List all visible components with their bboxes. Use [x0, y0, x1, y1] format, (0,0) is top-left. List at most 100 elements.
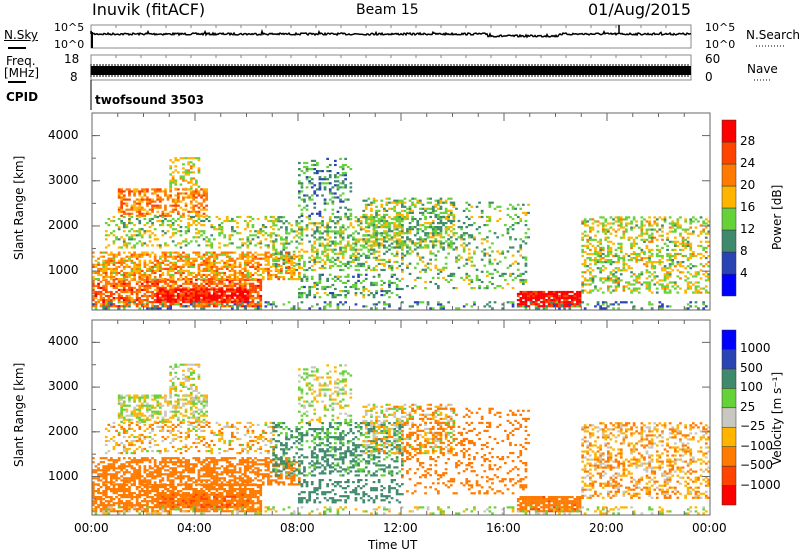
echo-cell	[228, 257, 232, 260]
echo-cell	[339, 234, 342, 237]
echo-cell	[267, 257, 270, 260]
echo-cell	[625, 224, 628, 227]
echo-cell	[385, 201, 389, 204]
echo-cell	[192, 257, 196, 260]
echo-cell	[473, 252, 476, 255]
echo-cell	[354, 281, 358, 284]
echo-cell	[663, 289, 667, 292]
echo-cell	[439, 270, 443, 273]
echo-cell	[205, 190, 208, 193]
echo-cell	[426, 262, 430, 265]
echo-cell	[452, 215, 456, 219]
echo-cell	[377, 242, 381, 245]
echo-cell	[591, 252, 595, 256]
echo-cell	[195, 296, 198, 299]
echo-cell	[395, 246, 399, 249]
echo-cell	[607, 230, 610, 233]
echo-cell	[362, 209, 366, 212]
echo-cell	[156, 305, 160, 308]
echo-cell	[210, 267, 214, 270]
echo-cell	[681, 265, 685, 268]
echo-cell	[540, 305, 543, 308]
echo-cell	[326, 165, 329, 169]
echo-cell	[130, 234, 134, 237]
echo-cell	[202, 208, 206, 211]
echo-cell	[694, 287, 698, 290]
echo-cell	[94, 278, 98, 281]
echo-cell	[354, 268, 358, 272]
echo-cell	[189, 196, 193, 199]
echo-cell	[169, 253, 172, 256]
echo-cell	[383, 209, 386, 212]
echo-cell	[645, 228, 649, 231]
echo-cell	[200, 284, 203, 287]
echo-cell	[192, 165, 196, 168]
echo-cell	[406, 228, 409, 231]
echo-cell	[259, 253, 263, 256]
echo-cell	[169, 288, 172, 291]
echo-cell	[375, 230, 378, 233]
echo-cell	[171, 175, 175, 178]
echo-cell	[408, 207, 412, 210]
echo-cell	[195, 190, 198, 193]
echo-cell	[128, 217, 131, 221]
echo-cell	[380, 294, 384, 297]
cpid-value: twofsound 3503	[95, 93, 204, 107]
echo-cell	[143, 224, 147, 227]
echo-cell	[164, 301, 167, 304]
echo-cell	[362, 234, 366, 237]
echo-cell	[220, 278, 224, 281]
echo-cell	[488, 201, 492, 204]
echo-cell	[300, 292, 304, 295]
echo-cell	[576, 297, 579, 300]
echo-cell	[259, 303, 263, 306]
echo-cell	[467, 236, 471, 239]
echo-cell	[135, 253, 139, 256]
echo-cell	[182, 167, 185, 170]
date-title: 01/Aug/2015	[588, 0, 692, 19]
echo-cell	[246, 259, 250, 262]
echo-cell	[223, 300, 226, 303]
echo-cell	[344, 172, 347, 175]
echo-cell	[166, 292, 170, 295]
echo-cell	[413, 242, 417, 245]
echo-cell	[357, 218, 360, 221]
echo-cell	[215, 298, 219, 301]
echo-cell	[107, 257, 111, 260]
echo-cell	[243, 278, 247, 281]
echo-cell	[122, 190, 126, 193]
echo-cell	[370, 234, 373, 237]
echo-cell	[184, 173, 188, 176]
echo-cell	[174, 261, 178, 264]
echo-cell	[390, 273, 394, 276]
echo-cell	[179, 215, 183, 219]
echo-cell	[666, 248, 669, 251]
echo-cell	[318, 186, 322, 189]
echo-cell	[182, 188, 185, 191]
echo-cell	[184, 240, 188, 243]
echo-cell	[218, 286, 221, 289]
echo-cell	[328, 198, 332, 201]
echo-cell	[140, 196, 144, 199]
echo-cell	[581, 271, 584, 274]
echo-cell	[357, 238, 360, 241]
echo-cell	[153, 188, 157, 191]
echo-cell	[138, 275, 142, 279]
echo-cell	[298, 192, 301, 195]
echo-cell	[305, 208, 309, 211]
echo-cell	[164, 296, 167, 299]
echo-cell	[94, 284, 98, 287]
echo-cell	[416, 262, 420, 265]
echo-cell	[637, 273, 641, 276]
echo-cell	[192, 208, 196, 211]
echo-cell	[599, 259, 602, 262]
echo-cell	[434, 258, 438, 261]
echo-cell	[182, 171, 185, 174]
echo-cell	[187, 265, 190, 268]
echo-cell	[467, 203, 471, 206]
echo-cell	[189, 280, 193, 283]
echo-cell	[671, 220, 675, 223]
echo-cell	[272, 252, 275, 255]
echo-cell	[367, 254, 371, 257]
echo-cell	[251, 255, 255, 258]
